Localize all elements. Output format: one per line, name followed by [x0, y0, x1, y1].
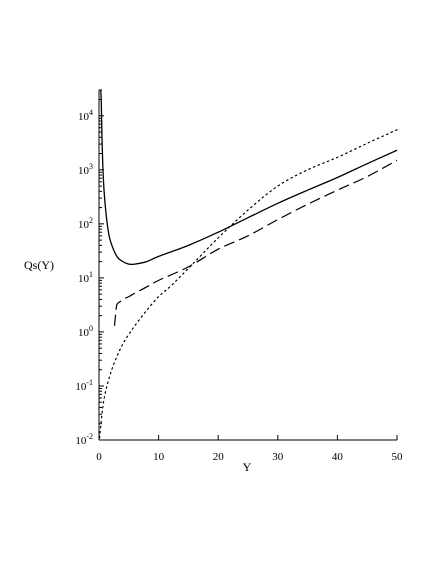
axes: 0 10 20 30 40 50 10-2 10-1 100 101 102 103 104: [75, 89, 404, 463]
series-solid-line: [100, 89, 398, 266]
labels: Qs(Y) Y: [24, 258, 252, 474]
y-tick-label-1: 10-1: [75, 378, 93, 393]
x-tick-label-1: 10: [153, 451, 165, 463]
y-axis-label: Qs(Y): [24, 258, 54, 272]
y-tick-label-0: 10-2: [75, 432, 93, 447]
y-tick-label-5: 103: [78, 162, 93, 177]
y-tick-label-2: 100: [78, 324, 93, 339]
x-tick-label-4: 40: [332, 451, 344, 463]
x-tick-label-5: 50: [392, 451, 404, 463]
x-tick-label-2: 20: [213, 451, 225, 463]
series-dot-line: [99, 129, 398, 439]
series-layer: [99, 89, 398, 439]
y-tick-label-3: 101: [78, 270, 93, 285]
x-tick-label-0: 0: [96, 451, 102, 463]
x-tick-label-3: 30: [272, 451, 284, 463]
series-dash-line: [113, 159, 398, 326]
y-tick-label-4: 102: [78, 216, 93, 231]
y-tick-label-6: 104: [78, 108, 93, 123]
x-axis-label: Y: [243, 460, 252, 474]
